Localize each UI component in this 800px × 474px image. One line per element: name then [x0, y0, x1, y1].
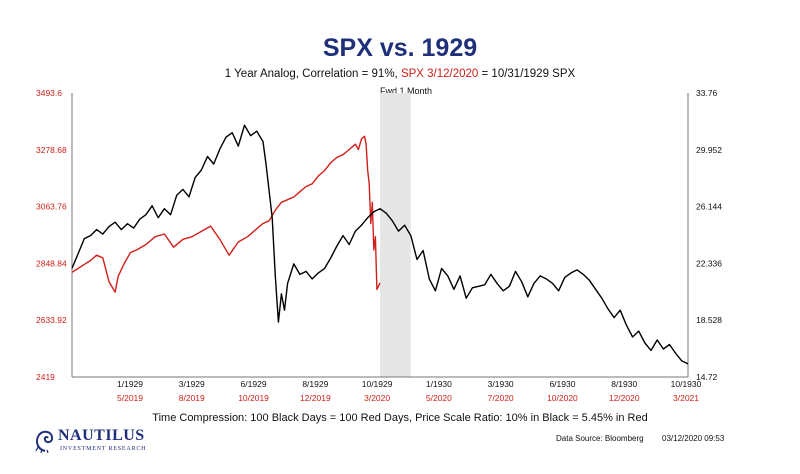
x-tick-label-2020: 10/2019 [238, 393, 269, 403]
left-tick-label: 2848.84 [36, 258, 67, 268]
chart-title: SPX vs. 1929 [322, 34, 478, 62]
left-tick-label: 3493.6 [36, 88, 62, 98]
right-tick-label: 14.72 [696, 372, 718, 382]
fwd-annotation: Fwd 1 Month [380, 86, 433, 96]
x-tick-label-1929: 10/1930 [671, 379, 702, 389]
series-line-2020 [71, 135, 381, 293]
left-tick-label: 2633.92 [36, 315, 67, 325]
x-tick-label-1929: 3/1929 [179, 379, 205, 389]
logo-word: NAUTILUS [58, 427, 145, 444]
logo-subtitle: INVESTMENT RESEARCH [60, 446, 147, 452]
right-tick-label: 22.336 [696, 258, 722, 268]
timestamp: 03/12/2020 09:53 [662, 434, 725, 443]
x-tick-label-1929: 10/1929 [362, 379, 393, 389]
subtitle-red-part: SPX 3/12/2020 [400, 68, 479, 80]
x-tick-label-2020: 3/2021 [673, 393, 699, 403]
nautilus-shell-icon [35, 430, 54, 453]
x-tick-label-2020: 3/2020 [364, 393, 390, 403]
fwd-shade-region [380, 93, 411, 377]
x-tick-label-2020: 7/2020 [488, 393, 514, 403]
x-tick-label-1929: 3/1930 [488, 379, 514, 389]
x-tick-label-2020: 5/2020 [426, 393, 452, 403]
x-tick-label-1929: 1/1929 [117, 379, 143, 389]
chart-caption: Time Compression: 100 Black Days = 100 R… [152, 412, 648, 424]
x-tick-label-2020: 12/2019 [300, 393, 331, 403]
x-tick-label-1929: 8/1930 [611, 379, 637, 389]
series-line-1929 [71, 124, 689, 365]
x-tick-label-2020: 12/2020 [609, 393, 640, 403]
right-tick-label: 18.528 [696, 315, 722, 325]
right-tick-label: 26.144 [696, 202, 722, 212]
x-tick-label-2020: 10/2020 [547, 393, 578, 403]
left-tick-label: 2419 [36, 372, 55, 382]
right-tick-label: 29.952 [696, 145, 722, 155]
x-tick-label-2020: 5/2019 [117, 393, 143, 403]
x-tick-label-2020: 8/2019 [179, 393, 205, 403]
x-tick-label-1929: 6/1929 [241, 379, 267, 389]
nautilus-logo: NAUTILUS INVESTMENT RESEARCH [34, 425, 184, 465]
x-tick-label-1929: 8/1929 [302, 379, 328, 389]
right-tick-label: 33.76 [696, 88, 718, 98]
chart-subtitle: 1 Year Analog, Correlation = 91%, SPX 3/… [0, 68, 800, 80]
x-tick-label-1929: 1/1930 [426, 379, 452, 389]
x-tick-label-1929: 6/1930 [549, 379, 575, 389]
left-tick-label: 3278.68 [36, 145, 67, 155]
left-tick-label: 3063.76 [36, 202, 67, 212]
subtitle-part2: = 10/31/1929 SPX [478, 68, 576, 80]
data-source: Data Source: Bloomberg [556, 434, 644, 443]
subtitle-part1: 1 Year Analog, Correlation = 91%, [224, 68, 401, 80]
